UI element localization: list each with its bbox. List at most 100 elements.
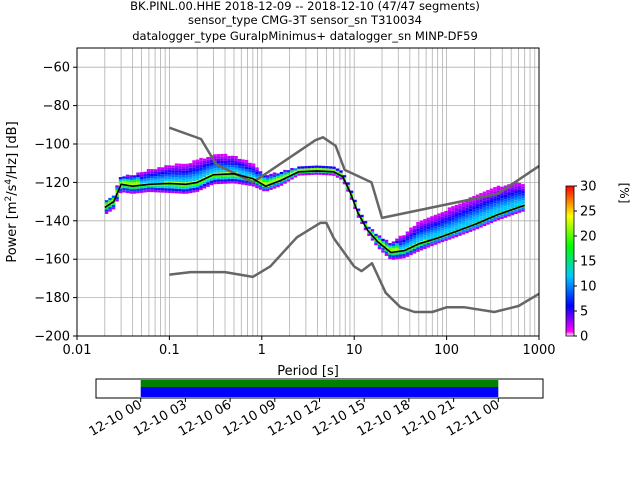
heatmap-cell (500, 214, 504, 217)
heatmap-cell (171, 167, 175, 171)
heatmap-cell (209, 164, 214, 167)
heatmap-cell (132, 182, 137, 185)
heatmap-cell (472, 214, 476, 217)
heatmap-cell (472, 221, 476, 224)
heatmap-cell (244, 166, 249, 170)
heatmap-cell (185, 175, 189, 178)
heatmap-cell (433, 226, 438, 229)
heatmap-cell (479, 197, 483, 200)
heatmap-cell (430, 236, 434, 240)
heatmap-cell (451, 233, 455, 237)
heatmap-cell (216, 154, 221, 157)
heatmap-cell (262, 188, 266, 192)
heatmap-cell (426, 224, 431, 227)
heatmap-cell (188, 172, 193, 175)
series-lines (104, 126, 540, 314)
heatmap-cell (150, 173, 154, 177)
heatmap-cell (332, 168, 336, 172)
heatmap-cell (517, 182, 522, 186)
heatmap-cell (454, 220, 459, 224)
heatmap-cell (391, 245, 396, 249)
heatmap-cell (510, 185, 515, 188)
heatmap-cell (227, 176, 231, 179)
heatmap-cell (405, 245, 410, 248)
heatmap-cell (496, 201, 501, 205)
heatmap-cell (451, 226, 455, 230)
heatmap-cell (279, 176, 284, 179)
heatmap-cell (461, 216, 466, 219)
heatmap-cell (426, 217, 431, 220)
heatmap-cell (234, 169, 238, 173)
heatmap-cell (122, 178, 126, 181)
heatmap-cell (395, 247, 399, 251)
heatmap-cell (454, 209, 459, 212)
heatmap-cell (108, 200, 112, 203)
heatmap-cell (293, 175, 298, 178)
heatmap-cell (272, 174, 277, 178)
heatmap-cell (454, 214, 459, 217)
heatmap-cell (178, 191, 182, 194)
heatmap-cell (318, 172, 322, 175)
y-tick-label: −100 (34, 138, 70, 153)
heatmap-cell (195, 161, 200, 165)
heatmap-cell (185, 163, 189, 167)
heatmap-cell (482, 209, 487, 213)
heatmap-cell (178, 168, 182, 171)
heatmap-cell (122, 190, 126, 193)
heatmap-cell (195, 187, 200, 190)
heatmap-cell (132, 189, 137, 192)
heatmap-cell (370, 238, 375, 241)
heatmap-cell (132, 186, 137, 190)
heatmap-cell (276, 178, 280, 181)
heatmap-cell (454, 204, 459, 208)
heatmap-cell (423, 225, 427, 229)
heatmap-cell (248, 174, 252, 177)
heatmap-cell (241, 159, 245, 162)
heatmap-cell (416, 224, 420, 227)
heatmap-cell (171, 190, 175, 194)
heatmap-cell (402, 235, 406, 238)
heatmap-cell (405, 231, 410, 234)
heatmap-cell (185, 170, 189, 173)
heatmap-cell (507, 188, 511, 192)
heatmap-cell (510, 194, 515, 197)
colorbar-tick-label: 30 (580, 180, 597, 195)
heatmap-cell (311, 172, 315, 175)
heatmap-cell (521, 202, 525, 205)
heatmap-cell (108, 207, 112, 210)
heatmap-cell (115, 185, 119, 188)
heatmap-cell (185, 191, 189, 194)
colorbar-tick-label: 5 (580, 305, 588, 320)
heatmap-cell (220, 181, 224, 184)
heatmap-cell (195, 173, 200, 176)
heatmap-cell (458, 219, 462, 222)
colorbar: 0 5 10 15 20 25 30 [%] (565, 180, 631, 345)
heatmap-cell (307, 165, 312, 169)
heatmap-cell (160, 188, 165, 191)
heatmap-cell (104, 209, 109, 212)
heatmap-cell (307, 168, 312, 171)
heatmap-cell (192, 171, 196, 175)
heatmap-cell (160, 167, 165, 170)
heatmap-cell (209, 176, 214, 179)
heatmap-cell (493, 210, 497, 213)
heatmap-cell (181, 166, 186, 169)
heatmap-cell (507, 211, 511, 215)
heatmap-cell (181, 189, 186, 192)
heatmap-cell (500, 186, 504, 190)
heatmap-cell (461, 229, 466, 233)
heatmap-cell (220, 167, 224, 171)
heatmap-cell (125, 176, 130, 180)
y-tick-label: −160 (34, 253, 70, 268)
heatmap-cell (440, 239, 445, 243)
heatmap-cell (195, 175, 200, 179)
heatmap-cell (283, 172, 287, 175)
heatmap-cell (164, 167, 168, 170)
heatmap-cell (486, 220, 490, 223)
heatmap-cell (465, 214, 469, 218)
heatmap-cell (500, 216, 504, 219)
heatmap-cell (136, 181, 140, 185)
heatmap-cell (433, 242, 438, 245)
heatmap-cell (146, 173, 151, 176)
